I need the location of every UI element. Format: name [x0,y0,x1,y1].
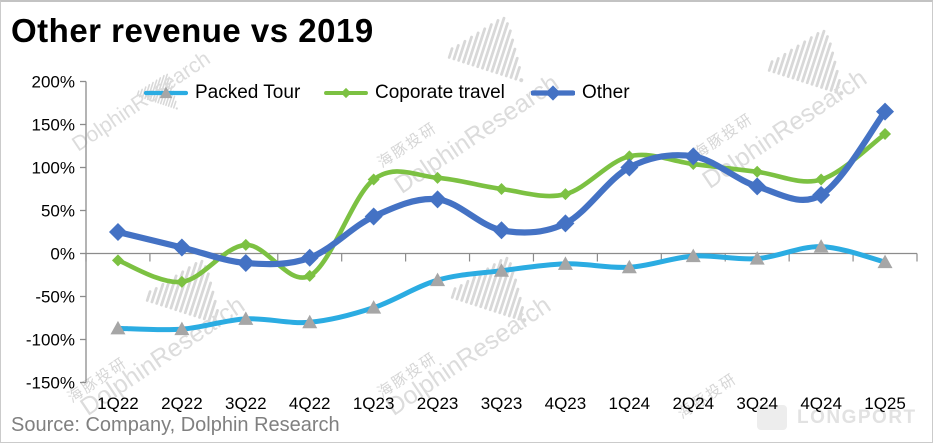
legend-marker-diamond-icon [531,85,575,101]
svg-text:4Q24: 4Q24 [800,394,842,413]
legend-label: Coporate travel [375,82,505,103]
svg-text:1Q25: 1Q25 [864,394,906,413]
svg-text:4Q23: 4Q23 [545,394,587,413]
svg-text:3Q22: 3Q22 [225,394,267,413]
svg-text:2Q24: 2Q24 [672,394,714,413]
legend-item-other: Other [531,82,630,104]
legend-marker-triangle-icon [144,86,188,99]
svg-text:200%: 200% [32,73,75,92]
longport-watermark: LONGPORT [757,405,917,430]
longport-wordmark: LONGPORT [797,406,917,428]
svg-text:2Q23: 2Q23 [417,394,459,413]
legend-item-coporate-travel: Coporate travel [324,82,505,104]
chart-title: Other revenue vs 2019 [11,12,374,49]
chart-legend: Packed Tour Coporate travel Other [1,82,932,108]
svg-text:150%: 150% [32,116,75,135]
svg-text:1Q24: 1Q24 [609,394,651,413]
svg-text:1Q22: 1Q22 [97,394,139,413]
svg-text:3Q23: 3Q23 [481,394,523,413]
svg-text:4Q22: 4Q22 [289,394,331,413]
svg-text:1Q23: 1Q23 [353,394,395,413]
svg-text:-100%: -100% [26,331,75,350]
svg-text:-50%: -50% [35,288,75,307]
svg-text:2Q22: 2Q22 [161,394,203,413]
legend-item-packed-tour: Packed Tour [144,82,300,104]
source-note: Source: Company, Dolphin Research [11,414,340,436]
legend-marker-diamond-icon [324,87,368,99]
longport-logo-icon [757,405,787,430]
svg-text:50%: 50% [41,202,75,221]
svg-text:0%: 0% [50,245,75,264]
svg-text:3Q24: 3Q24 [736,394,778,413]
svg-text:100%: 100% [32,159,75,178]
legend-label: Other [582,82,630,103]
svg-text:-150%: -150% [26,374,75,393]
legend-label: Packed Tour [195,82,301,103]
